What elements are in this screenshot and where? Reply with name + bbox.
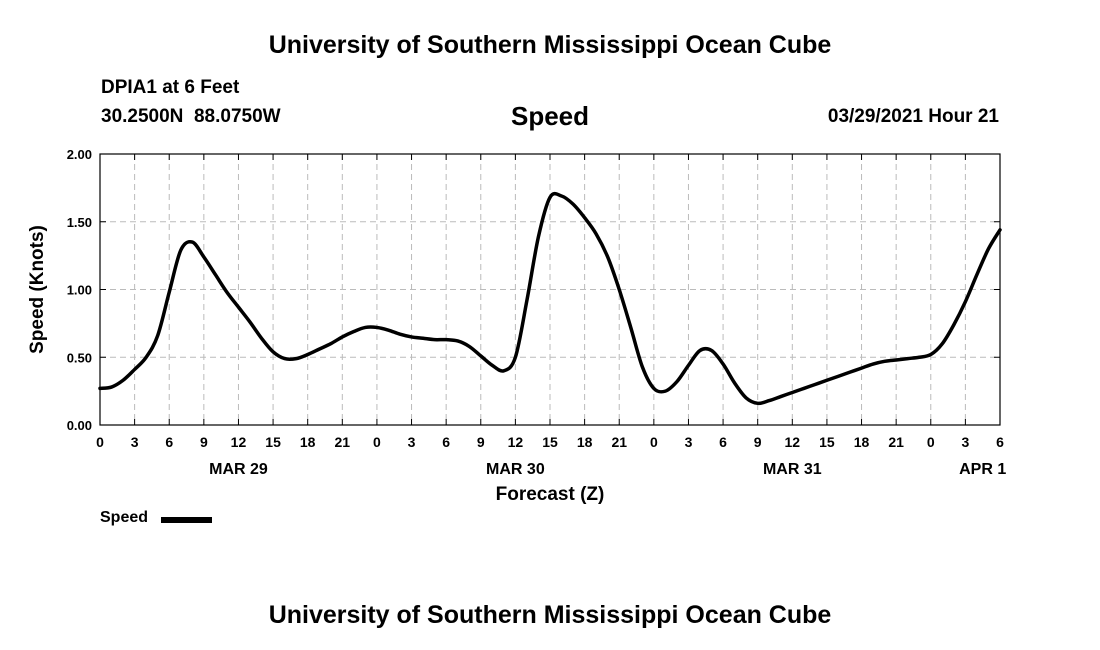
x-tick-label: 15 [542, 434, 558, 450]
legend-label: Speed [100, 509, 149, 526]
x-tick-label: 6 [719, 434, 727, 450]
header-title: University of Southern Mississippi Ocean… [268, 31, 832, 59]
chart-title: Speed [510, 101, 590, 131]
x-tick-label: 21 [335, 434, 351, 450]
x-tick-label: 9 [477, 434, 485, 450]
y-tick-label: 0.50 [67, 350, 92, 365]
y-tick-label: 0.00 [67, 418, 92, 433]
datetime-label: 03/29/2021 Hour 21 [827, 106, 999, 127]
x-tick-label: 18 [577, 434, 593, 450]
x-tick-label: 6 [165, 434, 173, 450]
x-tick-label: 6 [996, 434, 1004, 450]
x-tick-label: 0 [373, 434, 381, 450]
x-tick-label: 0 [650, 434, 658, 450]
y-axis-title: Speed (Knots) [27, 225, 48, 354]
coordinates-label: 30.2500N 88.0750W [101, 106, 281, 127]
x-axis-title: Forecast (Z) [496, 484, 605, 505]
x-tick-label: 0 [96, 434, 104, 450]
x-tick-label: 21 [611, 434, 627, 450]
x-tick-label: 15 [819, 434, 835, 450]
footer-title: University of Southern Mississippi Ocean… [268, 601, 832, 629]
x-tick-label: 3 [408, 434, 416, 450]
y-tick-label: 1.00 [67, 283, 92, 298]
x-tick-label: 3 [131, 434, 139, 450]
x-tick-label: 6 [442, 434, 450, 450]
x-tick-label: 18 [854, 434, 870, 450]
x-day-label: MAR 30 [486, 461, 545, 478]
legend-line-swatch [161, 517, 212, 523]
x-tick-label: 18 [300, 434, 316, 450]
x-tick-label: 9 [754, 434, 762, 450]
x-day-label: MAR 29 [209, 461, 268, 478]
speed-series-line [98, 191, 1002, 406]
x-tick-label: 0 [927, 434, 935, 450]
x-tick-label: 12 [231, 434, 247, 450]
x-tick-label: 12 [508, 434, 524, 450]
x-tick-label: 9 [200, 434, 208, 450]
y-tick-label: 2.00 [67, 147, 92, 162]
x-tick-label: 12 [785, 434, 801, 450]
station-label: DPIA1 at 6 Feet [101, 77, 240, 98]
x-day-label: APR 1 [959, 461, 1006, 478]
x-day-label: MAR 31 [763, 461, 822, 478]
x-tick-label: 3 [961, 434, 969, 450]
x-tick-label: 15 [265, 434, 281, 450]
x-tick-label: 3 [685, 434, 693, 450]
y-tick-label: 1.50 [67, 215, 92, 230]
x-tick-label: 21 [888, 434, 904, 450]
